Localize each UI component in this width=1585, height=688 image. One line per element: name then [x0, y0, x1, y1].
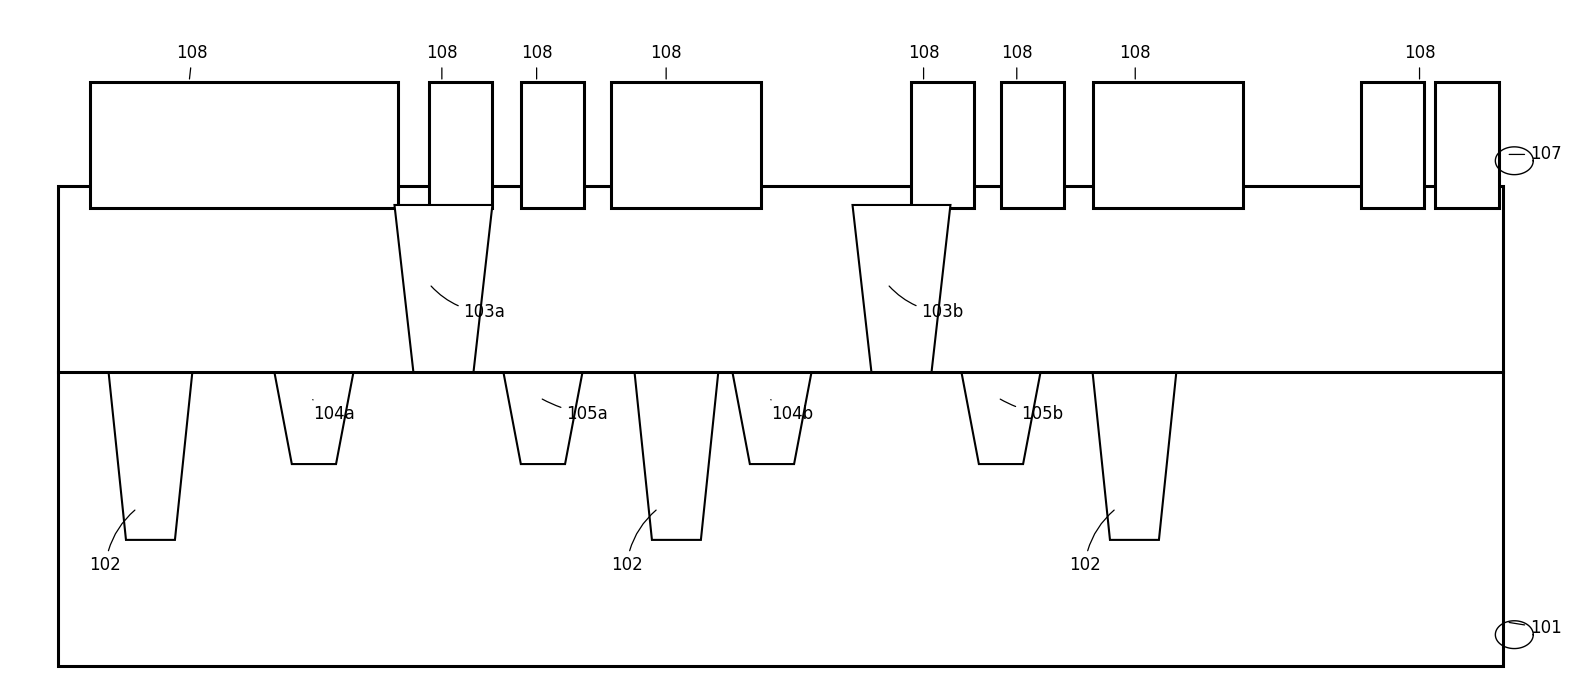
Polygon shape	[962, 372, 1040, 464]
Text: 104b: 104b	[770, 400, 813, 422]
Bar	[1092, 82, 1243, 208]
Polygon shape	[504, 372, 582, 464]
Text: 108: 108	[1404, 44, 1436, 79]
Bar	[1436, 82, 1498, 208]
Text: 102: 102	[90, 510, 135, 574]
Text: 103a: 103a	[431, 286, 506, 321]
Polygon shape	[1092, 372, 1176, 540]
Text: 105a: 105a	[542, 399, 609, 422]
Polygon shape	[853, 205, 951, 372]
Bar	[59, 186, 1503, 666]
Text: 101: 101	[1509, 619, 1561, 637]
Text: 108: 108	[1002, 44, 1032, 79]
Bar	[1362, 82, 1425, 208]
Bar	[90, 82, 398, 208]
Bar	[521, 82, 583, 208]
Polygon shape	[274, 372, 353, 464]
Text: 108: 108	[426, 44, 458, 79]
Text: 103b: 103b	[889, 286, 964, 321]
Text: 104a: 104a	[312, 400, 355, 422]
Text: 102: 102	[1068, 510, 1114, 574]
Bar	[610, 82, 761, 208]
Polygon shape	[109, 372, 192, 540]
Polygon shape	[732, 372, 812, 464]
Bar	[430, 82, 493, 208]
Bar	[911, 82, 975, 208]
Text: 108: 108	[908, 44, 940, 79]
Text: 107: 107	[1509, 145, 1561, 164]
Text: 105b: 105b	[1000, 399, 1064, 422]
Polygon shape	[395, 205, 493, 372]
Text: 108: 108	[176, 44, 208, 79]
Polygon shape	[634, 372, 718, 540]
Text: 108: 108	[521, 44, 553, 79]
Text: 102: 102	[610, 510, 656, 574]
Text: 108: 108	[650, 44, 682, 79]
Bar	[1002, 82, 1064, 208]
Text: 108: 108	[1119, 44, 1151, 79]
